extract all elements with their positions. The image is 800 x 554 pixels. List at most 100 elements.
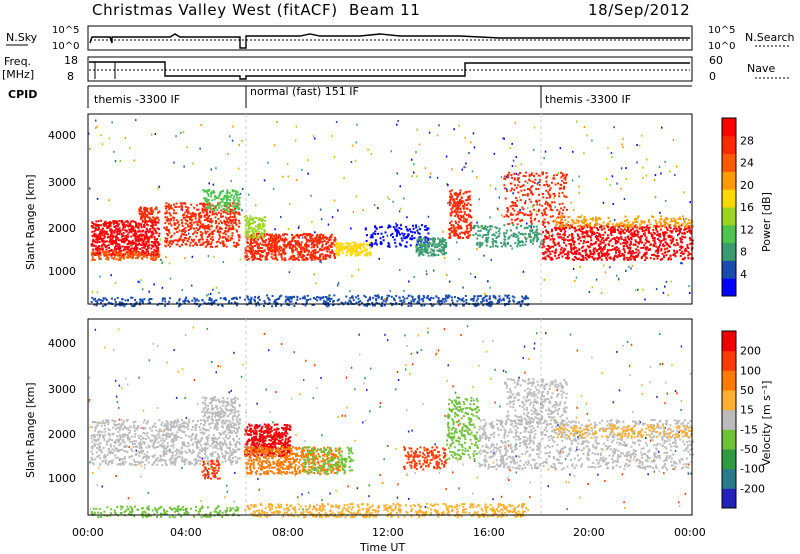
power-echo xyxy=(208,235,211,238)
power-echo xyxy=(134,221,137,224)
power-echo xyxy=(126,243,129,245)
power-echo xyxy=(144,219,147,222)
power-echo xyxy=(355,244,358,247)
power-scatter xyxy=(161,260,164,263)
power-echo xyxy=(226,221,229,224)
power-ground-scatter xyxy=(210,301,213,304)
power-echo xyxy=(251,233,254,235)
power-echo xyxy=(545,172,548,174)
power-echo xyxy=(318,249,321,251)
power-echo xyxy=(563,206,566,209)
power-echo xyxy=(432,253,435,256)
power-ground-scatter xyxy=(444,297,447,300)
power-echo xyxy=(283,259,286,262)
power-echo xyxy=(291,244,294,247)
power-echo xyxy=(550,181,553,184)
power-echo xyxy=(409,244,412,247)
power-echo xyxy=(438,248,441,251)
power-echo xyxy=(448,228,451,231)
power-echo xyxy=(670,242,673,245)
power-echo xyxy=(403,233,406,235)
power-echo xyxy=(536,236,539,239)
power-ground-scatter xyxy=(107,301,110,304)
power-echo xyxy=(464,218,467,221)
power-scatter xyxy=(333,199,336,202)
power-echo xyxy=(231,216,234,219)
power-echo xyxy=(611,248,614,251)
power-echo xyxy=(134,248,137,251)
power-echo xyxy=(420,241,423,244)
power-echo xyxy=(337,249,340,252)
power-echo xyxy=(103,243,106,246)
power-scatter xyxy=(511,247,513,250)
power-scatter xyxy=(526,222,528,225)
power-echo xyxy=(236,230,239,233)
power-scatter xyxy=(191,284,193,287)
power-echo xyxy=(662,254,665,257)
power-ground-scatter xyxy=(430,296,433,299)
power-scatter xyxy=(545,233,547,236)
power-echo xyxy=(459,210,462,213)
power-echo xyxy=(685,227,688,230)
power-echo xyxy=(334,238,337,241)
power-echo xyxy=(374,241,377,244)
power-echo xyxy=(626,256,629,259)
power-echo xyxy=(253,232,256,235)
power-echo xyxy=(154,243,157,246)
power-ground-scatter xyxy=(363,304,366,307)
power-scatter xyxy=(662,291,665,294)
power-echo xyxy=(585,241,588,244)
power-echo xyxy=(466,226,469,229)
power-echo xyxy=(314,255,317,258)
power-echo xyxy=(364,254,366,257)
power-echo xyxy=(131,253,134,256)
power-echo xyxy=(623,232,626,235)
power-echo xyxy=(273,243,276,246)
power-echo xyxy=(419,248,422,251)
power-echo xyxy=(269,236,272,239)
power-scatter xyxy=(583,126,586,128)
power-scatter xyxy=(672,138,675,141)
power-echo xyxy=(258,236,261,239)
power-echo xyxy=(666,247,669,250)
power-echo xyxy=(506,243,509,245)
power-scatter xyxy=(612,203,614,205)
power-echo xyxy=(195,235,198,238)
power-echo xyxy=(465,224,468,227)
power-echo xyxy=(361,250,364,253)
power-echo xyxy=(303,232,306,235)
power-echo xyxy=(275,236,278,239)
power-echo xyxy=(98,238,101,240)
power-echo xyxy=(259,258,262,261)
power-echo xyxy=(295,257,298,260)
power-echo xyxy=(299,234,302,236)
power-ground-scatter xyxy=(440,302,443,305)
power-echo xyxy=(155,257,157,260)
power-echo xyxy=(562,250,565,253)
power-echo xyxy=(543,225,546,228)
power-scatter xyxy=(436,176,439,179)
power-echo xyxy=(124,248,127,251)
power-echo xyxy=(335,253,338,256)
power-echo xyxy=(270,234,273,237)
power-echo xyxy=(495,227,498,230)
power-echo xyxy=(112,240,115,243)
power-echo xyxy=(218,234,221,237)
power-echo xyxy=(356,250,359,253)
power-echo xyxy=(252,254,255,257)
power-scatter xyxy=(502,137,504,140)
power-echo xyxy=(132,220,134,223)
power-scatter xyxy=(320,218,323,221)
power-scatter xyxy=(576,120,578,123)
power-echo xyxy=(535,229,538,232)
power-echo xyxy=(527,214,530,217)
power-ground-scatter xyxy=(266,294,269,297)
power-echo xyxy=(610,232,613,235)
power-scatter xyxy=(451,168,453,171)
power-echo xyxy=(218,211,220,214)
power-echo xyxy=(675,230,677,233)
power-echo xyxy=(676,229,679,232)
power-scatter xyxy=(654,195,657,198)
power-echo xyxy=(256,252,258,255)
power-echo xyxy=(205,225,208,228)
